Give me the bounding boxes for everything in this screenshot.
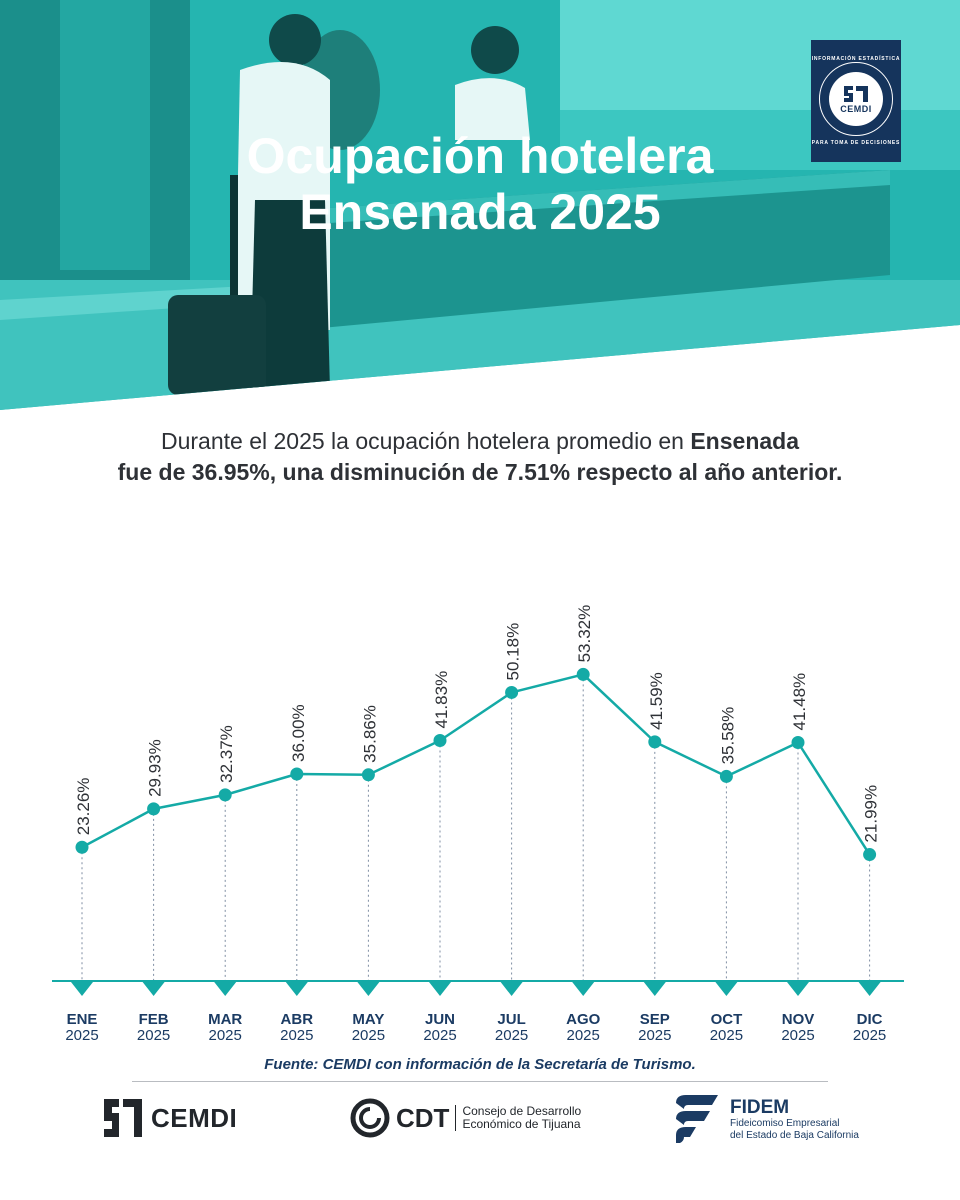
x-tick-label: ABR xyxy=(281,1011,314,1028)
summary-part-1: Durante el 2025 la ocupación hotelera pr… xyxy=(160,428,691,454)
cdt-desc-line-2: Económico de Tijuana xyxy=(462,1117,581,1131)
series-line xyxy=(81,673,871,856)
title-line-1: Ocupación hotelera xyxy=(246,128,714,184)
x-tick-year-label: 2025 xyxy=(352,1027,385,1044)
data-point xyxy=(648,735,662,749)
x-tick-year-label: 2025 xyxy=(65,1027,98,1044)
x-tick-year-label: 2025 xyxy=(209,1027,242,1044)
x-tick-year-label: 2025 xyxy=(781,1027,814,1044)
cemdi-logo-icon xyxy=(104,1099,142,1137)
x-tick-label: SEP xyxy=(640,1011,670,1028)
x-tick-label: JUN xyxy=(425,1011,455,1028)
x-tick-label: ENE xyxy=(67,1011,98,1028)
cemdi-badge: INFORMACIÓN ESTADÍSTICA CEMDI PARA TOMA … xyxy=(811,40,901,162)
fidem-logo-text: FIDEM xyxy=(730,1096,790,1118)
data-point xyxy=(576,667,590,681)
x-tick-label: MAY xyxy=(352,1011,384,1028)
cdt-logo: CDT Consejo de Desarrollo Económico de T… xyxy=(350,1096,581,1140)
occupancy-line-chart: 23.26%ENE202529.93%FEB202532.37%MAR20253… xyxy=(52,605,904,1044)
data-label: 35.58% xyxy=(718,707,737,765)
cdt-logo-icon xyxy=(350,1098,390,1138)
cemdi-mark-icon xyxy=(844,85,868,102)
data-point xyxy=(505,685,519,699)
data-label: 32.37% xyxy=(217,725,236,783)
x-tick-year-label: 2025 xyxy=(710,1027,743,1044)
badge-ring: CEMDI xyxy=(819,62,893,136)
x-tick-year-label: 2025 xyxy=(495,1027,528,1044)
fidem-logo-icon xyxy=(676,1095,718,1143)
data-label: 21.99% xyxy=(862,785,881,843)
fidem-desc-line-2: del Estado de Baja California xyxy=(730,1129,859,1141)
x-tick-year-label: 2025 xyxy=(567,1027,600,1044)
x-tick-label: AGO xyxy=(566,1011,601,1028)
data-label: 53.32% xyxy=(575,605,594,663)
axis-marker xyxy=(285,982,308,996)
x-tick-label: OCT xyxy=(711,1011,743,1028)
data-label: 36.00% xyxy=(289,704,308,762)
data-label: 23.26% xyxy=(74,778,93,836)
cemdi-logo: CEMDI xyxy=(103,1096,237,1140)
cdt-logo-separator xyxy=(455,1105,457,1131)
cdt-desc-line-1: Consejo de Desarrollo xyxy=(462,1104,582,1118)
summary-bold-stats: fue de 36.95%, una disminución de 7.51% … xyxy=(117,459,843,485)
cdt-logo-text: CDT xyxy=(396,1102,450,1133)
x-tick-label: DIC xyxy=(857,1011,883,1028)
axis-marker xyxy=(429,982,451,996)
x-tick-label: JUL xyxy=(497,1011,525,1028)
data-point xyxy=(147,802,161,816)
fidem-desc-line-1: Fideicomiso Empresarial xyxy=(730,1117,840,1129)
data-point xyxy=(791,735,805,749)
cdt-logo-description: Consejo de Desarrollo Económico de Tijua… xyxy=(462,1105,581,1131)
data-point xyxy=(75,840,89,854)
page-title: Ocupación hotelera Ensenada 2025 xyxy=(0,128,960,240)
axis-marker xyxy=(715,982,738,996)
axis-marker xyxy=(214,982,237,996)
data-label: 41.48% xyxy=(790,673,809,731)
x-tick-label: MAR xyxy=(208,1011,242,1028)
badge-ring-bottom-text: PARA TOMA DE DECISIONES xyxy=(811,140,901,146)
axis-marker xyxy=(858,982,881,996)
badge-name: CEMDI xyxy=(840,103,872,114)
source-note: Fuente: CEMDI con información de la Secr… xyxy=(264,1056,696,1073)
axis-marker xyxy=(71,982,93,996)
summary-bold-city: Ensenada xyxy=(690,428,799,454)
x-tick-label: NOV xyxy=(782,1011,815,1028)
data-point xyxy=(290,767,304,781)
data-label: 50.18% xyxy=(504,623,523,681)
fidem-logo: FIDEM Fideicomiso Empresarial del Estado… xyxy=(672,1092,859,1146)
axis-marker xyxy=(643,982,666,996)
data-point xyxy=(863,848,877,862)
hero-banner xyxy=(0,0,960,410)
x-tick-label: FEB xyxy=(139,1011,169,1028)
data-label: 41.59% xyxy=(647,672,666,730)
footer-divider xyxy=(132,1081,828,1082)
x-tick-year-label: 2025 xyxy=(423,1027,456,1044)
cemdi-logo-text: CEMDI xyxy=(151,1102,238,1133)
x-tick-year-label: 2025 xyxy=(137,1027,170,1044)
data-label: 29.93% xyxy=(146,739,165,797)
x-tick-year-label: 2025 xyxy=(280,1027,313,1044)
title-line-2: Ensenada 2025 xyxy=(299,184,661,240)
axis-marker xyxy=(142,982,165,996)
badge-emblem: CEMDI xyxy=(829,72,883,126)
summary-text: Durante el 2025 la ocupación hotelera pr… xyxy=(40,426,920,488)
axis-marker xyxy=(572,982,595,996)
axis-marker xyxy=(357,982,380,996)
badge-ring-top-text: INFORMACIÓN ESTADÍSTICA xyxy=(811,56,901,62)
x-tick-year-label: 2025 xyxy=(638,1027,671,1044)
data-point xyxy=(433,733,447,747)
data-label: 41.83% xyxy=(432,671,451,729)
x-tick-year-label: 2025 xyxy=(853,1027,886,1044)
fidem-text: FIDEM Fideicomiso Empresarial del Estado… xyxy=(730,1097,859,1142)
axis-marker xyxy=(787,982,809,996)
data-label: 35.86% xyxy=(360,705,379,763)
data-point xyxy=(218,788,232,802)
data-point xyxy=(719,769,733,783)
data-point xyxy=(361,768,375,782)
axis-marker xyxy=(500,982,523,996)
